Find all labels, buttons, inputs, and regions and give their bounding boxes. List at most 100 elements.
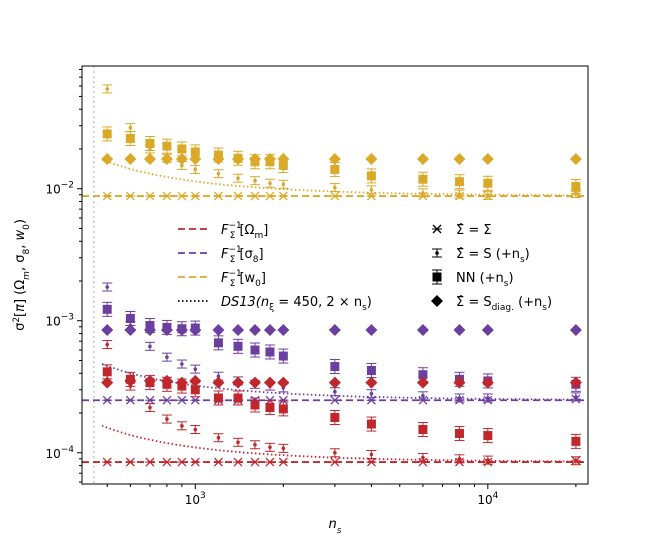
dot-marker	[102, 282, 113, 292]
x-marker	[329, 191, 340, 201]
x-marker	[417, 457, 428, 467]
diag-series-w0	[101, 152, 582, 165]
square-marker	[264, 344, 275, 360]
diamond-marker	[189, 374, 202, 387]
square-marker	[278, 401, 289, 417]
x-marker	[144, 191, 155, 201]
tick-labels: 103 104 10−4 10−3 10−2	[45, 181, 498, 507]
dot-marker	[233, 173, 244, 183]
x-marker	[233, 191, 244, 201]
diamond-marker	[569, 376, 582, 389]
x-marker	[278, 395, 289, 405]
x-marker	[233, 457, 244, 467]
square-marker	[329, 409, 340, 425]
dot-marker	[190, 425, 201, 435]
x-marker	[161, 457, 172, 467]
square-marker	[482, 175, 493, 191]
dot-marker	[249, 440, 260, 450]
dot-marker	[190, 364, 201, 374]
legend-label: DS13(nξ = 450, 2 × ns)	[221, 295, 372, 313]
diamond-marker	[175, 152, 188, 165]
square-marker	[454, 174, 465, 190]
diamond-marker	[277, 376, 290, 389]
diamond-marker	[263, 376, 276, 389]
dot-marker	[417, 453, 428, 463]
dot-marker	[570, 392, 581, 402]
x-marker	[125, 395, 136, 405]
legend-label: F−1 Σ [σ8]	[221, 245, 264, 265]
dot-marker	[329, 448, 340, 458]
x-marker	[278, 457, 289, 467]
diamond-marker	[277, 324, 290, 337]
square-marker	[278, 348, 289, 364]
dot-marker	[249, 176, 260, 186]
diamond-marker	[143, 324, 156, 337]
dot-marker	[264, 178, 275, 188]
diamond-marker	[481, 376, 494, 389]
dot-marker	[454, 189, 465, 199]
diamond-marker	[160, 324, 173, 337]
diamond-marker	[189, 152, 202, 165]
square-marker	[570, 433, 581, 449]
dot-marker	[233, 437, 244, 447]
diamond-marker	[365, 324, 378, 337]
dot-marker	[213, 433, 224, 443]
square-marker	[249, 342, 260, 358]
diamond-marker	[212, 376, 225, 389]
diamond-marker	[160, 374, 173, 387]
diamond-marker	[453, 324, 466, 337]
diamond-marker	[277, 152, 290, 165]
dot-marker	[102, 84, 113, 94]
diamond-marker	[416, 376, 429, 389]
x-marker	[190, 457, 201, 467]
diamond-marker	[212, 324, 225, 337]
diamond-marker	[453, 376, 466, 389]
x-marker	[264, 191, 275, 201]
diamond-marker	[101, 376, 114, 389]
x-marker	[329, 395, 340, 405]
dot-marker	[102, 340, 113, 350]
diamond-marker	[124, 152, 137, 165]
diamond-marker	[328, 152, 341, 165]
square-marker	[432, 269, 442, 285]
x-marker	[161, 191, 172, 201]
square-marker	[329, 359, 340, 375]
dot-marker	[482, 455, 493, 465]
dot-marker	[432, 248, 442, 258]
x-marker	[125, 191, 136, 201]
diamond-marker	[175, 324, 188, 337]
diamond-marker	[263, 152, 276, 165]
legend-label: Σ̂ = Sdiag. (+ns)	[456, 295, 552, 313]
x-marker	[176, 457, 187, 467]
dot-marker	[417, 391, 428, 401]
square-marker	[264, 400, 275, 416]
x-marker	[190, 191, 201, 201]
square-marker	[102, 301, 113, 317]
x-marker	[144, 457, 155, 467]
legend-label: F−1 Σ [w0]	[221, 269, 266, 289]
diamond-marker	[232, 324, 245, 337]
plot-frame	[81, 65, 589, 485]
diamond-marker	[328, 324, 341, 337]
square-marker	[213, 390, 224, 406]
dot-marker	[366, 389, 377, 399]
x-marker	[278, 191, 289, 201]
y-tick-label: 10−4	[45, 445, 74, 461]
diamond-marker	[124, 374, 137, 387]
diamond-marker	[160, 152, 173, 165]
dot-marker	[190, 164, 201, 174]
square-marker	[102, 126, 113, 142]
x-marker	[144, 395, 155, 405]
diamond-marker	[416, 152, 429, 165]
sample-series-omega_m	[102, 340, 581, 466]
x-marker	[176, 191, 187, 201]
dot-marker	[329, 183, 340, 193]
y-tick-label: 10−2	[45, 181, 74, 197]
dot-marker	[144, 403, 155, 413]
square-marker	[366, 416, 377, 432]
x-axis-label: ns	[329, 517, 342, 536]
dot-marker	[264, 442, 275, 452]
diamond-marker	[365, 152, 378, 165]
diamond-marker	[101, 152, 114, 165]
